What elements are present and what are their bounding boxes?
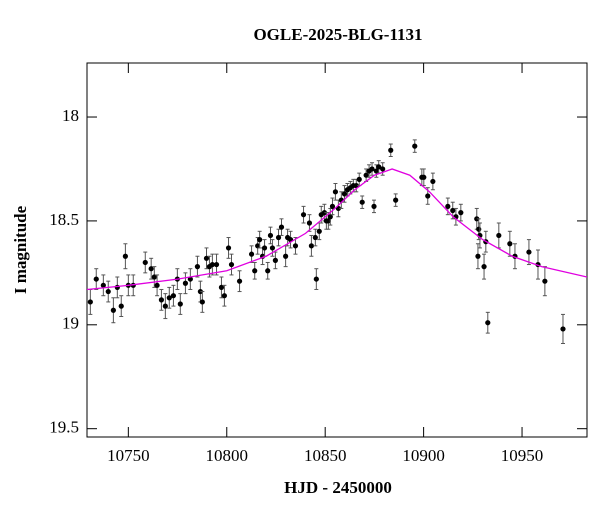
data-point — [252, 268, 258, 274]
data-point — [265, 268, 271, 274]
data-point — [87, 299, 93, 305]
data-point — [421, 174, 427, 180]
data-point — [300, 212, 307, 218]
data-point — [507, 241, 513, 247]
data-point — [363, 172, 369, 178]
data-point — [261, 245, 268, 251]
data-point — [356, 176, 362, 182]
data-point — [142, 259, 148, 266]
data-point — [412, 143, 418, 149]
data-point — [228, 261, 235, 268]
x-tick-label: 10800 — [206, 446, 249, 465]
data-point — [269, 245, 276, 251]
data-point — [148, 266, 154, 272]
data-point — [526, 249, 532, 255]
data-point — [248, 251, 255, 257]
data-point — [560, 326, 566, 332]
data-point — [213, 261, 220, 268]
y-tick-label: 18.5 — [49, 210, 79, 229]
data-point — [162, 303, 168, 309]
data-point — [312, 234, 318, 241]
y-axis-label: I magnitude — [11, 205, 30, 294]
data-point — [182, 280, 189, 286]
model-curve — [87, 168, 587, 291]
x-tick-label: 10950 — [501, 446, 544, 465]
data-point — [218, 284, 225, 290]
data-point — [93, 276, 99, 282]
data-point — [341, 191, 348, 197]
y-tick-label: 18 — [62, 106, 79, 125]
data-point — [122, 253, 128, 259]
data-point — [267, 232, 274, 239]
data-point — [278, 224, 285, 230]
data-point — [283, 253, 289, 259]
data-point — [292, 243, 299, 249]
data-point — [257, 237, 263, 243]
plot-frame — [86, 62, 588, 438]
data-point — [371, 203, 377, 209]
data-point — [236, 278, 243, 284]
data-point — [154, 282, 160, 288]
data-point — [369, 166, 375, 172]
data-point — [425, 193, 431, 199]
data-point — [170, 293, 177, 299]
data-point — [225, 245, 232, 251]
data-point — [393, 197, 399, 203]
data-point — [194, 264, 201, 270]
data-point — [327, 214, 333, 220]
chart-title: OGLE-2025-BLG-1131 — [253, 25, 422, 44]
data-point — [481, 264, 487, 270]
data-point — [308, 243, 315, 249]
data-point — [445, 203, 451, 209]
data-point — [542, 278, 548, 284]
data-point — [316, 228, 322, 234]
data-point — [203, 255, 210, 261]
x-tick-label: 10900 — [402, 446, 445, 465]
x-axis-label: HJD - 2450000 — [284, 478, 392, 497]
data-point — [313, 276, 319, 282]
data-point — [325, 218, 331, 224]
data-point — [114, 284, 120, 290]
data-point — [376, 164, 382, 170]
data-point — [373, 168, 379, 174]
data-point — [110, 307, 116, 313]
data-point — [177, 301, 183, 307]
data-point — [485, 320, 491, 326]
data-point — [272, 257, 278, 263]
data-point — [100, 282, 106, 288]
data-point — [450, 207, 456, 214]
data-point — [118, 303, 124, 309]
data-point — [209, 261, 215, 268]
data-point — [388, 147, 394, 153]
data-point — [458, 210, 464, 216]
data-point — [332, 189, 339, 195]
data-point — [496, 232, 502, 239]
data-point — [475, 253, 481, 259]
data-point — [166, 295, 172, 301]
data-point — [430, 178, 436, 185]
data-point — [199, 299, 205, 305]
y-tick-label: 19.5 — [49, 418, 79, 437]
y-tick-label: 19 — [62, 314, 79, 333]
data-point — [476, 226, 482, 232]
data-point — [255, 243, 261, 249]
data-point — [329, 203, 336, 209]
data-point — [380, 166, 386, 172]
data-point — [359, 199, 365, 205]
data-point — [275, 234, 282, 241]
data-point — [105, 288, 111, 295]
data-point — [151, 274, 157, 280]
x-tick-label: 10850 — [304, 446, 347, 465]
x-tick-label: 10750 — [107, 446, 150, 465]
data-point — [221, 293, 228, 299]
data-point — [306, 220, 313, 226]
data-point — [158, 297, 165, 303]
